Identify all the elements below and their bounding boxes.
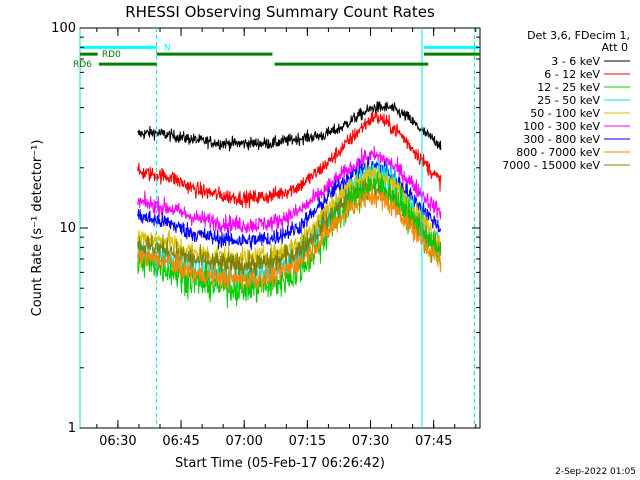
y-axis-label: Count Rate (s⁻¹ detector⁻¹): [30, 140, 45, 317]
legend-header-line-1: Det 3,6, FDecim 1,: [527, 29, 630, 42]
x-tick-label-1: 06:30: [99, 434, 136, 449]
y-tick-label-1: 1: [68, 421, 76, 436]
series-line-12-25kev: [137, 171, 442, 308]
series-layer: [137, 100, 442, 308]
x-tick-label-2: 06:45: [162, 434, 199, 449]
legend-label-7: 300 - 800 keV: [523, 133, 600, 146]
mode-bars: N RD0 RD6: [73, 43, 480, 70]
legend-label-9: 7000 - 15000 keV: [502, 159, 600, 172]
legend-label-5: 50 - 100 keV: [530, 107, 600, 120]
x-tick-label-6: 07:45: [415, 434, 452, 449]
legend-label-3: 12 - 25 keV: [537, 81, 600, 94]
y-tick-label-3: 100: [51, 21, 76, 36]
legend-header-line-2: Att 0: [602, 41, 628, 54]
mode-bar-label-rd6: RD6: [73, 60, 92, 70]
x-tick-label-5: 07:30: [352, 434, 389, 449]
legend-label-8: 800 - 7000 keV: [516, 146, 600, 159]
x-axis-label: Start Time (05-Feb-17 06:26:42): [175, 456, 385, 471]
series-line-100-300kev: [137, 146, 442, 234]
axis-ticks: 06:30 06:45 07:00 07:15 07:30 07:45 1 10 100: [51, 21, 480, 449]
generation-timestamp: 2-Sep-2022 01:05: [555, 467, 636, 477]
legend-label-6: 100 - 300 keV: [523, 120, 600, 133]
series-line-800-7000kev: [137, 184, 442, 291]
series-line-3-6kev: [137, 100, 442, 152]
legend-label-1: 3 - 6 keV: [551, 55, 600, 68]
chart-title: RHESSI Observing Summary Count Rates: [125, 3, 435, 21]
mode-bar-label-rd0: RD0: [102, 50, 121, 60]
series-line-6-12kev: [137, 110, 442, 209]
legend-label-2: 6 - 12 keV: [544, 68, 600, 81]
x-tick-label-3: 07:00: [225, 434, 262, 449]
x-tick-label-4: 07:15: [289, 434, 326, 449]
y-tick-label-2: 10: [59, 221, 76, 236]
legend-label-4: 25 - 50 keV: [537, 94, 600, 107]
mode-bar-label-n: N: [164, 43, 171, 53]
